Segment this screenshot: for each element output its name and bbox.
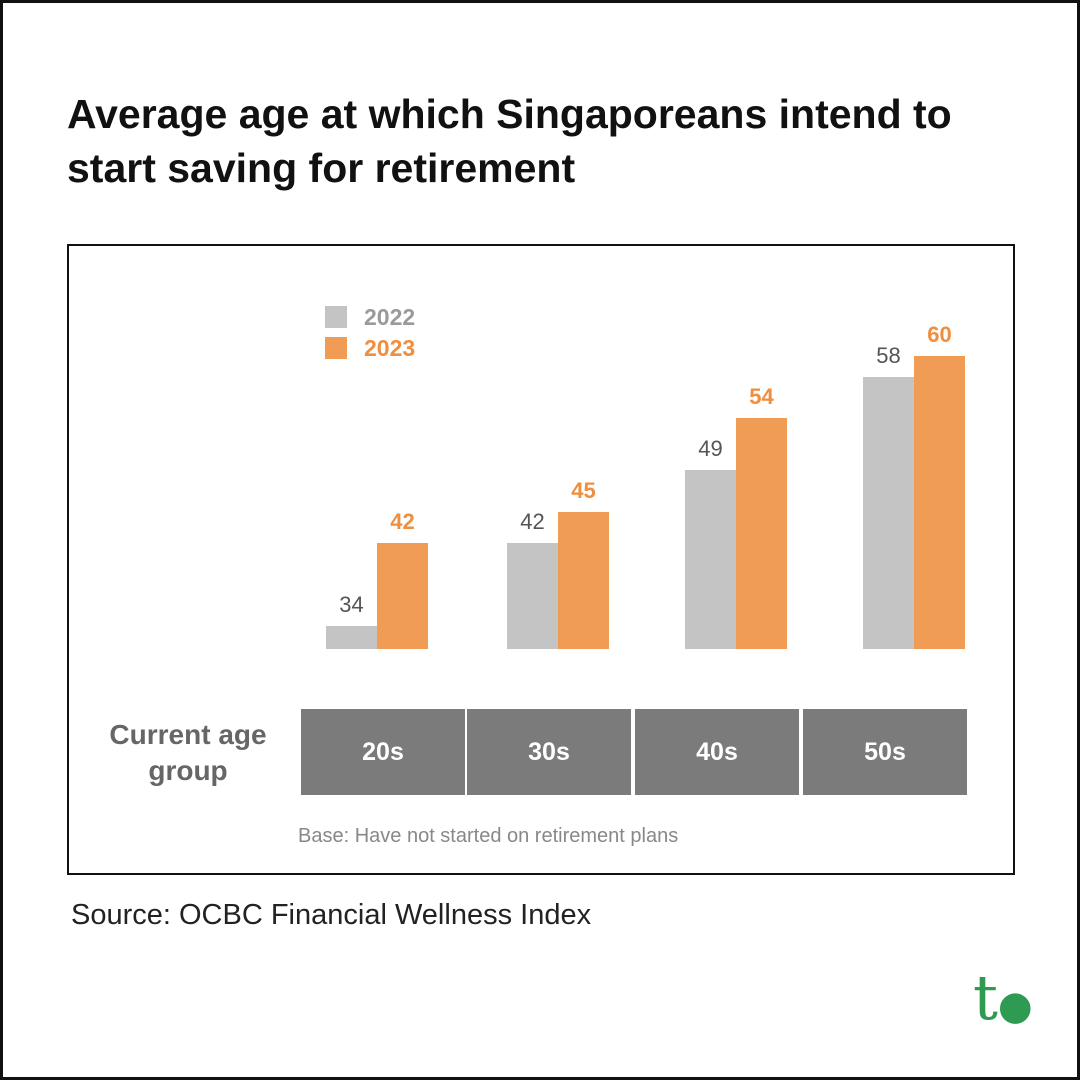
category-label-30s: 30s: [467, 709, 631, 795]
category-label-20s: 20s: [301, 709, 465, 795]
bar-2022-30s: [507, 542, 558, 649]
legend-swatch-2023: [325, 337, 347, 359]
data-label-2022-30s: 42: [520, 508, 545, 534]
brand-logo: t●: [973, 961, 1033, 1034]
bar-2022-50s: [863, 376, 914, 649]
page-title: Average age at which Singaporeans intend…: [67, 91, 952, 191]
chart-frame: [67, 244, 1015, 875]
category-label-40s: 40s: [635, 709, 799, 795]
legend-label-2022: 2022: [364, 304, 416, 330]
source-caption: Source: OCBC Financial Wellness Index: [71, 899, 592, 931]
bar-chart: 2022 2023 Current age group Base: Have n…: [3, 3, 1077, 1077]
legend-swatch-2022: [325, 306, 347, 328]
data-label-2022-20s: 34: [339, 592, 364, 618]
bar-2023-30s: [558, 511, 609, 649]
bar-2023-40s: [736, 418, 787, 649]
category-label-50s: 50s: [803, 709, 967, 795]
data-label-2023-30s: 45: [571, 477, 596, 503]
chart-note: Base: Have not started on retirement pla…: [298, 825, 679, 847]
data-label-2023-40s: 54: [749, 384, 774, 410]
legend-label-2023: 2023: [364, 335, 416, 361]
data-label-2023-50s: 60: [927, 321, 952, 347]
data-label-2022-50s: 58: [876, 342, 901, 368]
bar-2023-20s: [377, 542, 428, 649]
bar-2023-50s: [914, 355, 965, 649]
bar-2022-20s: [326, 626, 377, 649]
data-label-2022-40s: 49: [698, 436, 723, 462]
x-axis-label: Current age group: [109, 719, 267, 786]
bar-2022-40s: [685, 470, 736, 649]
data-label-2023-20s: 42: [390, 508, 415, 534]
